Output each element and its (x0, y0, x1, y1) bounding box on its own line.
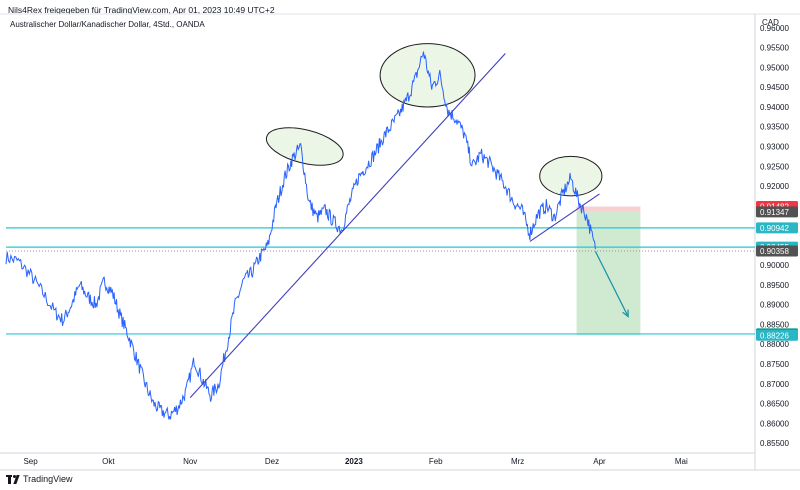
symbol-description: Australischer Dollar/Kanadischer Dollar,… (10, 20, 205, 29)
x-tick-label-5: Feb (429, 457, 443, 466)
price-badge-1 (756, 206, 798, 218)
x-tick-label-6: Mrz (511, 457, 524, 466)
price-badge-label-6: 0.88226 (760, 331, 789, 340)
price-badge-label-4: 0.90358 (760, 247, 789, 256)
y-tick-label-6: 0.93000 (760, 142, 789, 151)
price-badge-6 (756, 329, 798, 341)
y-tick-label-21: 0.85500 (760, 439, 789, 448)
y-tick-label-17: 0.87500 (760, 360, 789, 369)
x-tick-label-7: Apr (593, 457, 606, 466)
y-tick-label-5: 0.93500 (760, 123, 789, 132)
x-tick-label-4: 2023 (345, 457, 363, 466)
highlight-ellipse-0 (265, 127, 344, 166)
x-tick-label-0: Sep (23, 457, 38, 466)
x-tick-label-2: Nov (183, 457, 197, 466)
y-tick-label-14: 0.89000 (760, 301, 789, 310)
y-tick-label-18: 0.87000 (760, 380, 789, 389)
price-series-line (5, 51, 596, 420)
price-badge-4 (756, 245, 798, 257)
y-tick-label-13: 0.89500 (760, 281, 789, 290)
y-tick-label-16: 0.88000 (760, 340, 789, 349)
price-badge-label-2: 0.90942 (760, 224, 789, 233)
y-tick-label-2: 0.95000 (760, 63, 789, 72)
profit-zone (576, 211, 641, 336)
y-tick-label-7: 0.92500 (760, 162, 789, 171)
y-tick-label-12: 0.90000 (760, 261, 789, 270)
y-tick-label-15: 0.88500 (760, 320, 789, 329)
currency-label: CAD (762, 18, 779, 27)
x-tick-label-1: Okt (102, 457, 115, 466)
tradingview-brand-text: TradingView (23, 474, 73, 484)
highlight-ellipse-1 (379, 43, 476, 108)
trendline-0 (189, 53, 506, 399)
y-tick-label-1: 0.95500 (760, 44, 789, 53)
y-tick-label-0: 0.96000 (760, 24, 789, 33)
y-tick-label-19: 0.86500 (760, 400, 789, 409)
trendline-1 (529, 193, 600, 242)
chart-share-header: Nils4Rex freigegeben für TradingView.com… (8, 5, 275, 15)
x-tick-label-8: Mai (675, 457, 688, 466)
projection-arrow-head (622, 309, 629, 318)
y-tick-label-3: 0.94500 (760, 83, 789, 92)
y-tick-label-4: 0.94000 (760, 103, 789, 112)
price-badge-label-1: 0.91347 (760, 208, 789, 217)
footer-branding: TradingView (6, 474, 73, 484)
loss-zone (576, 206, 641, 212)
x-tick-label-3: Dez (265, 457, 279, 466)
price-badge-2 (756, 222, 798, 234)
tradingview-logo-icon (6, 474, 20, 484)
y-tick-label-8: 0.92000 (760, 182, 789, 191)
projection-arrow-shaft (594, 251, 629, 317)
y-tick-label-20: 0.86000 (760, 419, 789, 428)
